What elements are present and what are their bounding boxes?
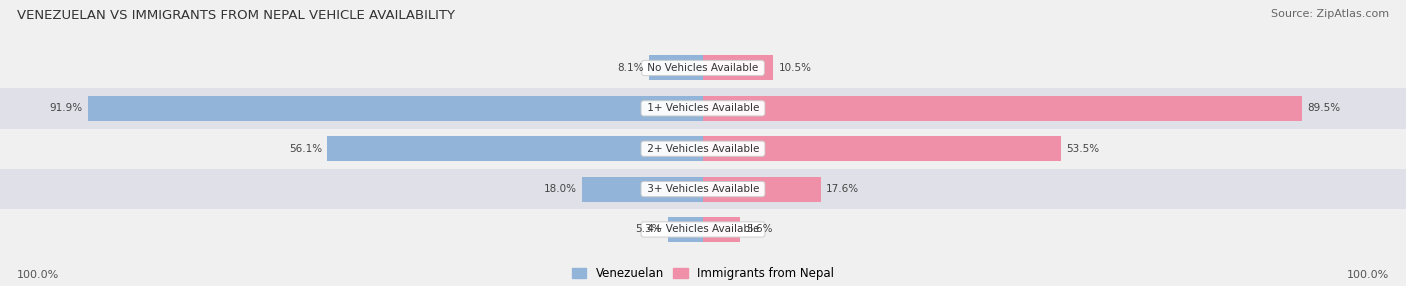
Text: 100.0%: 100.0%	[1347, 270, 1389, 280]
Text: 89.5%: 89.5%	[1308, 103, 1341, 113]
Bar	[0, 169, 1406, 209]
Text: 56.1%: 56.1%	[288, 144, 322, 154]
Bar	[703, 217, 741, 242]
Text: 100.0%: 100.0%	[17, 270, 59, 280]
Text: 8.1%: 8.1%	[617, 63, 644, 73]
Bar	[0, 209, 1406, 250]
Bar	[703, 176, 821, 202]
Text: Source: ZipAtlas.com: Source: ZipAtlas.com	[1271, 9, 1389, 19]
Text: 3+ Vehicles Available: 3+ Vehicles Available	[644, 184, 762, 194]
Bar	[703, 96, 1302, 121]
Bar	[703, 55, 773, 80]
Text: VENEZUELAN VS IMMIGRANTS FROM NEPAL VEHICLE AVAILABILITY: VENEZUELAN VS IMMIGRANTS FROM NEPAL VEHI…	[17, 9, 456, 21]
Text: 10.5%: 10.5%	[779, 63, 811, 73]
Bar	[703, 136, 1062, 161]
Bar	[0, 128, 1406, 169]
Text: 4+ Vehicles Available: 4+ Vehicles Available	[644, 225, 762, 235]
Bar	[582, 176, 703, 202]
Bar	[668, 217, 703, 242]
Text: 91.9%: 91.9%	[49, 103, 83, 113]
Bar	[87, 96, 703, 121]
Bar	[648, 55, 703, 80]
Text: 1+ Vehicles Available: 1+ Vehicles Available	[644, 103, 762, 113]
Bar	[0, 48, 1406, 88]
Text: 53.5%: 53.5%	[1067, 144, 1099, 154]
Text: 17.6%: 17.6%	[827, 184, 859, 194]
Bar	[328, 136, 703, 161]
Text: 2+ Vehicles Available: 2+ Vehicles Available	[644, 144, 762, 154]
Bar	[0, 88, 1406, 128]
Legend: Venezuelan, Immigrants from Nepal: Venezuelan, Immigrants from Nepal	[572, 267, 834, 280]
Text: No Vehicles Available: No Vehicles Available	[644, 63, 762, 73]
Text: 18.0%: 18.0%	[544, 184, 576, 194]
Text: 5.6%: 5.6%	[745, 225, 772, 235]
Text: 5.3%: 5.3%	[636, 225, 662, 235]
